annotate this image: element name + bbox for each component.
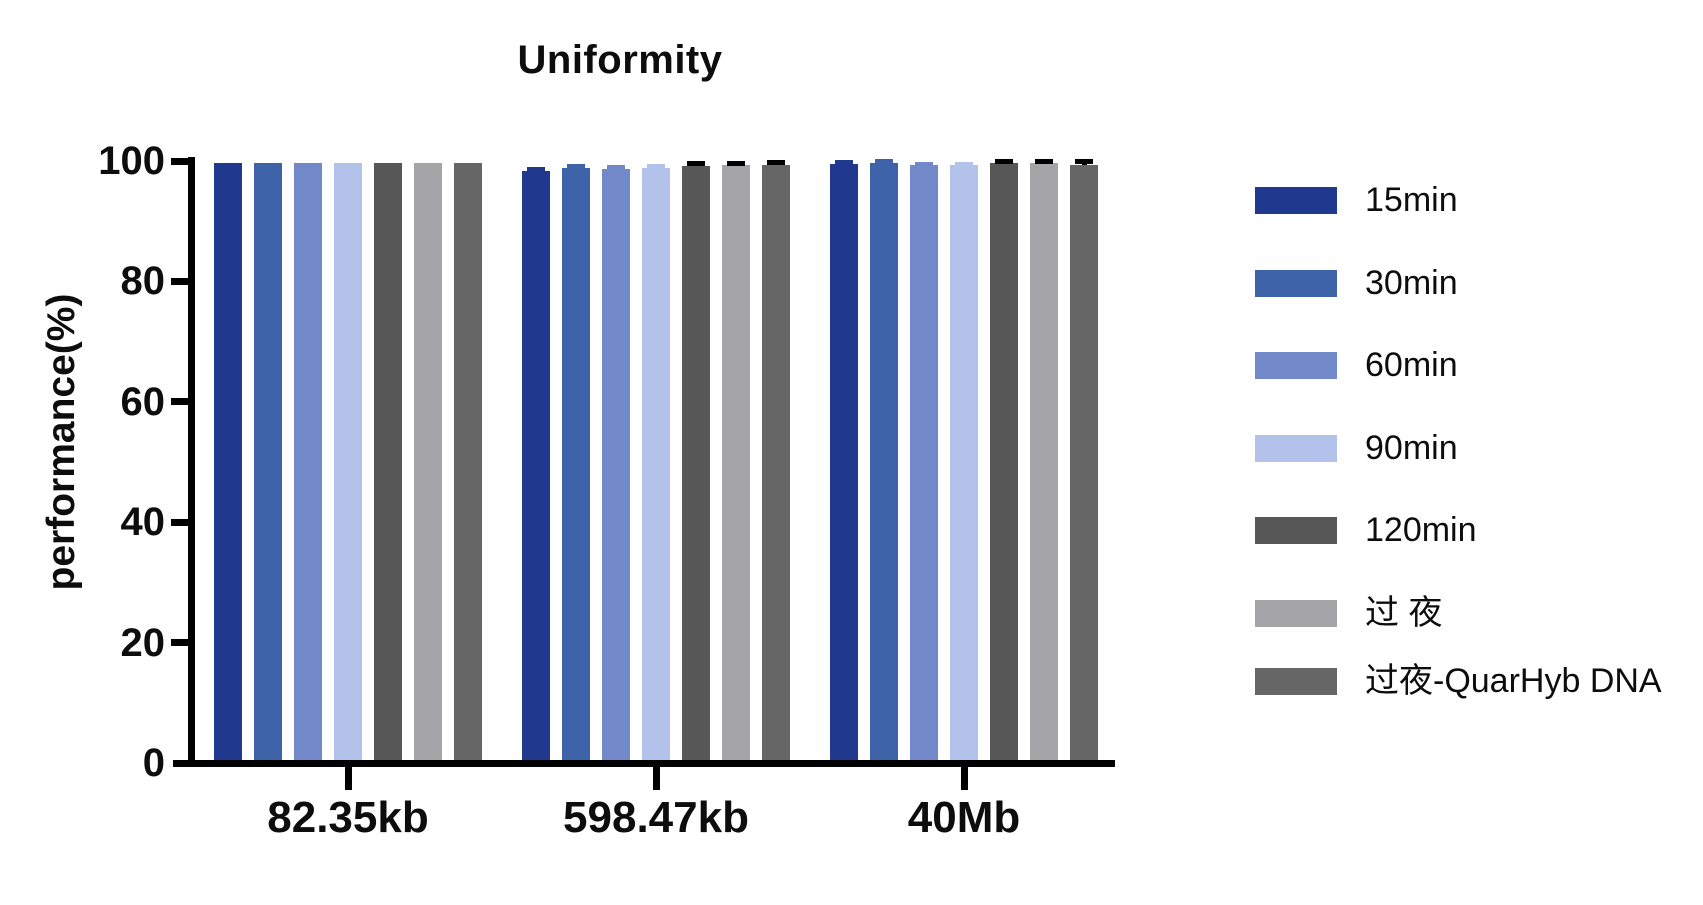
error-bar-cap — [995, 159, 1013, 164]
error-bar-cap — [727, 160, 745, 166]
bar-120min-598.47kb — [682, 165, 710, 767]
legend-label: 15min — [1365, 181, 1458, 219]
x-axis-tick — [960, 767, 968, 790]
error-bar-cap — [767, 160, 785, 166]
legend-item-过夜-QuarHyb DNA: 过夜-QuarHyb DNA — [1255, 659, 1662, 703]
error-bar-cap — [1035, 159, 1053, 164]
y-tick-label: 60 — [120, 379, 166, 424]
bar-120min-82.35kb — [374, 162, 402, 767]
error-bar-cap — [955, 162, 973, 167]
y-tick-label: 20 — [120, 620, 166, 665]
x-axis-tick — [344, 767, 352, 790]
bar-90min-82.35kb — [334, 162, 362, 767]
error-bar-cap — [527, 166, 545, 172]
bar-过夜-QuarHyb DNA-40Mb — [1070, 165, 1098, 767]
x-category-label: 40Mb — [907, 793, 1021, 842]
legend-label: 120min — [1365, 511, 1477, 549]
legend-item-90min: 90min — [1255, 426, 1458, 470]
bar-过 夜-598.47kb — [722, 165, 750, 767]
y-tick-label: 100 — [98, 139, 165, 183]
error-bar-cap — [687, 160, 705, 166]
legend-swatch — [1255, 667, 1337, 695]
error-bar-cap — [875, 159, 893, 165]
legend-item-30min: 30min — [1255, 261, 1458, 305]
y-tick-label: 80 — [120, 259, 166, 304]
y-tick-label: 40 — [120, 500, 166, 545]
error-bar-cap — [915, 162, 933, 167]
bar-30min-598.47kb — [562, 168, 590, 767]
y-axis-tick — [171, 639, 188, 647]
error-bar-cap — [607, 165, 625, 171]
bar-15min-40Mb — [830, 164, 858, 767]
bar-30min-40Mb — [870, 162, 898, 767]
legend-swatch — [1255, 351, 1337, 379]
y-axis-tick — [171, 398, 188, 406]
error-bar-cap — [1075, 159, 1093, 164]
error-bar-cap — [647, 164, 665, 170]
y-axis-title: performance(%) — [40, 293, 83, 591]
legend-item-过 夜: 过 夜 — [1255, 591, 1442, 635]
bar-过 夜-82.35kb — [414, 162, 442, 767]
y-axis-tick — [171, 518, 188, 526]
bar-过夜-QuarHyb DNA-598.47kb — [762, 164, 790, 767]
bar-60min-598.47kb — [602, 168, 630, 767]
legend-swatch — [1255, 269, 1337, 297]
bar-60min-40Mb — [910, 164, 938, 767]
bar-15min-598.47kb — [522, 170, 550, 767]
bar-90min-40Mb — [950, 164, 978, 767]
x-category-label: 598.47kb — [563, 793, 749, 842]
legend-label: 30min — [1365, 264, 1458, 302]
x-category-label: 82.35kb — [267, 793, 429, 842]
legend-label: 过 夜 — [1365, 594, 1443, 632]
legend-label: 60min — [1365, 346, 1458, 384]
legend-swatch — [1255, 599, 1337, 627]
y-axis-line — [188, 157, 195, 767]
y-axis-tick — [171, 277, 188, 285]
bar-过夜-QuarHyb DNA-82.35kb — [454, 162, 482, 767]
legend-item-15min: 15min — [1255, 178, 1458, 222]
error-bar-cap — [835, 160, 853, 166]
error-bar-cap — [567, 164, 585, 170]
legend-label: 90min — [1365, 429, 1458, 467]
legend-swatch — [1255, 186, 1337, 214]
x-axis-line — [173, 760, 1115, 767]
bar-90min-598.47kb — [642, 167, 670, 767]
bar-15min-82.35kb — [214, 163, 242, 767]
y-axis-tick — [171, 157, 188, 165]
bar-60min-82.35kb — [294, 162, 322, 767]
legend-item-120min: 120min — [1255, 508, 1477, 552]
legend-swatch — [1255, 434, 1337, 462]
legend-item-60min: 60min — [1255, 343, 1458, 387]
chart-title: Uniformity — [517, 38, 723, 82]
legend-swatch — [1255, 516, 1337, 544]
legend-label: 过夜-QuarHyb DNA — [1365, 662, 1662, 700]
bar-过 夜-40Mb — [1030, 162, 1058, 767]
y-tick-label: 0 — [142, 741, 165, 785]
x-axis-tick — [652, 767, 660, 790]
bar-30min-82.35kb — [254, 162, 282, 767]
bar-120min-40Mb — [990, 163, 1018, 767]
